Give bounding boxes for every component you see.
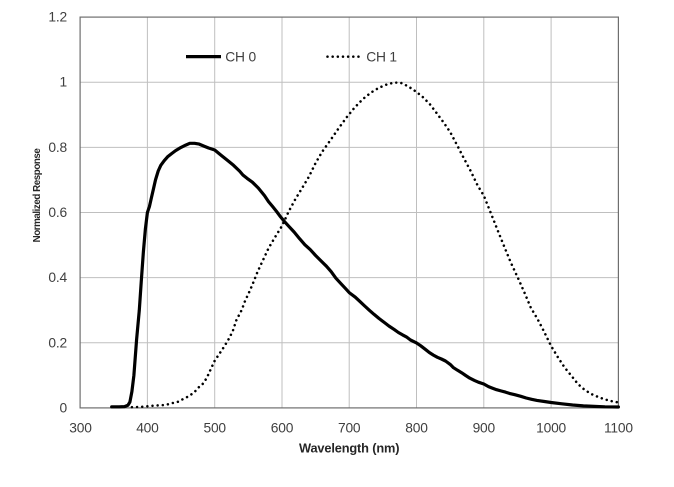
- svg-text:0: 0: [60, 400, 68, 415]
- svg-text:0.8: 0.8: [48, 140, 67, 155]
- svg-text:Wavelength (nm): Wavelength (nm): [299, 441, 399, 456]
- svg-text:500: 500: [203, 421, 226, 436]
- svg-text:1.2: 1.2: [48, 10, 67, 25]
- svg-text:700: 700: [338, 421, 361, 436]
- svg-text:400: 400: [136, 421, 159, 436]
- svg-text:0.6: 0.6: [48, 205, 67, 220]
- svg-text:1100: 1100: [604, 421, 633, 436]
- svg-text:CH 1: CH 1: [366, 49, 397, 64]
- svg-text:1: 1: [60, 75, 67, 90]
- svg-text:900: 900: [473, 421, 496, 436]
- svg-text:800: 800: [405, 421, 428, 436]
- svg-text:0.4: 0.4: [48, 270, 67, 285]
- svg-text:600: 600: [271, 421, 294, 436]
- svg-text:CH 0: CH 0: [225, 49, 256, 64]
- svg-text:Normalized Response: Normalized Response: [32, 148, 43, 243]
- svg-text:300: 300: [69, 421, 92, 436]
- svg-text:0.2: 0.2: [48, 335, 67, 350]
- svg-text:1000: 1000: [536, 421, 566, 436]
